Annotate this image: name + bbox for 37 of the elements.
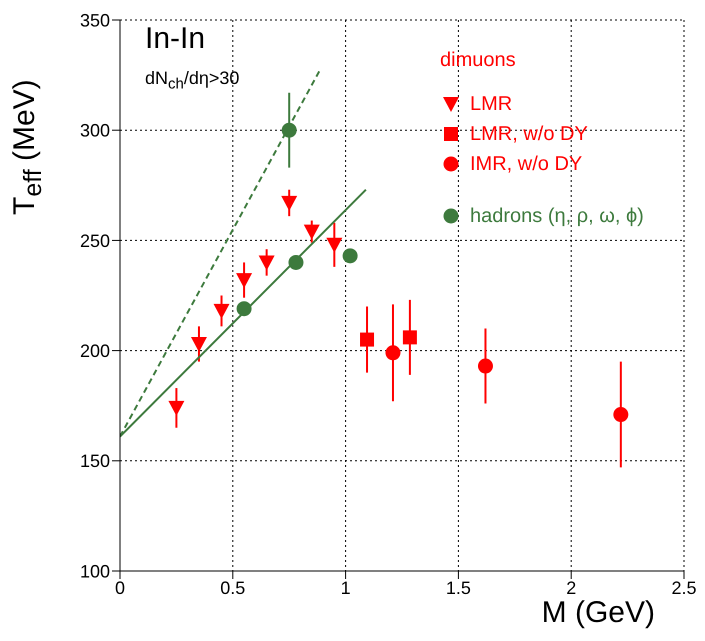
legend-label: hadrons (η, ρ, ω, ϕ) — [470, 204, 644, 229]
y-tick-label: 350 — [80, 10, 110, 30]
point — [288, 254, 304, 270]
point — [326, 238, 342, 253]
point — [236, 273, 252, 288]
legend-title: dimuons — [440, 48, 517, 73]
y-tick-label: 150 — [80, 451, 110, 472]
y-tick-label: 100 — [80, 561, 110, 582]
x-tick-label: 0 — [114, 578, 126, 598]
y-tick-label: 300 — [80, 120, 110, 141]
y-tick-label: 250 — [80, 230, 110, 251]
y-tick-label: 200 — [80, 340, 110, 361]
point — [214, 304, 230, 319]
x-tick-label: 1.5 — [446, 578, 471, 598]
x-tick-label: 0.5 — [220, 578, 246, 598]
point — [342, 248, 358, 264]
legend-label: LMR, w/o DY — [470, 122, 588, 147]
point — [190, 336, 207, 352]
annotation: In-In — [145, 22, 206, 56]
point — [281, 196, 298, 211]
point — [402, 330, 417, 344]
point — [236, 301, 252, 316]
point — [613, 407, 628, 422]
x-axis-title: M (GeV) — [542, 596, 655, 630]
annotation: dN$_{ch}$/dη>30 — [145, 68, 240, 93]
legend-label: IMR, w/o DY — [470, 152, 582, 177]
point — [385, 345, 400, 360]
point — [168, 400, 184, 416]
legend-label: LMR — [470, 92, 512, 117]
x-tick-label: 2 — [566, 578, 576, 598]
x-tick-label: 1 — [340, 578, 351, 598]
point — [282, 122, 297, 138]
point — [360, 332, 374, 347]
point — [478, 358, 493, 374]
x-tick-label: 2.5 — [671, 578, 697, 598]
point — [258, 255, 275, 270]
point — [304, 224, 320, 240]
